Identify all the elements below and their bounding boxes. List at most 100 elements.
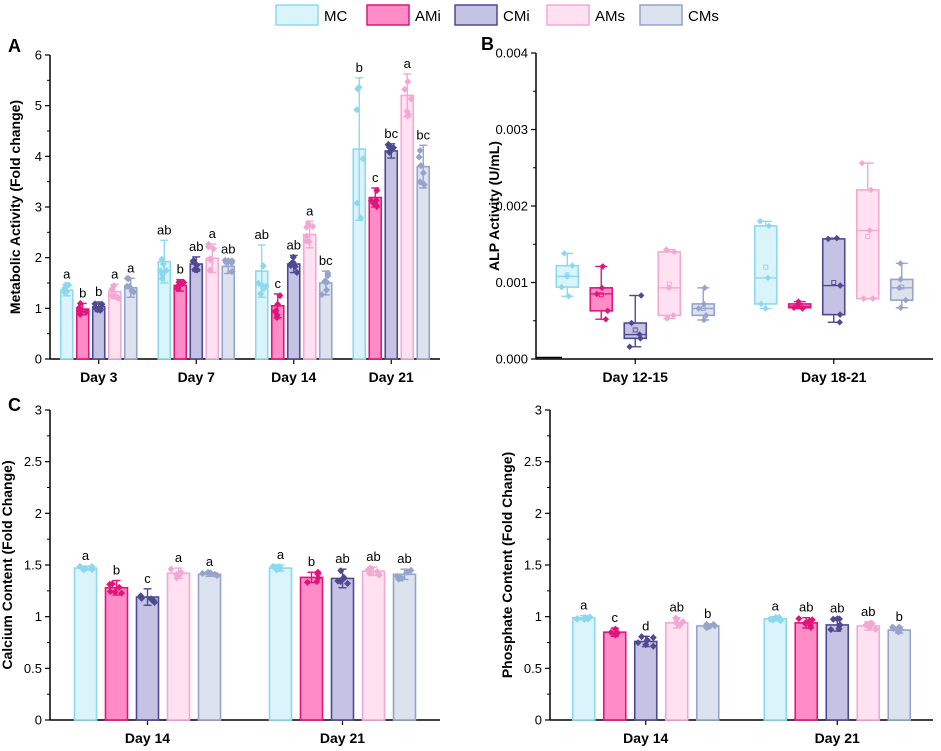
bar-mc	[763, 617, 788, 721]
significance-label: b	[95, 284, 102, 299]
data-point	[65, 281, 73, 289]
data-point	[293, 268, 301, 276]
bar-cmi	[825, 624, 850, 721]
data-point	[573, 615, 581, 623]
significance-label: a	[306, 203, 314, 218]
data-point	[228, 257, 236, 265]
significance-label: bc	[384, 126, 398, 141]
data-point	[106, 587, 114, 596]
data-point	[274, 300, 282, 308]
data-point	[336, 577, 345, 585]
box-cmi	[821, 238, 846, 316]
significance-label: ab	[335, 551, 349, 566]
data-point	[593, 290, 601, 298]
legend: MC AMi CMi AMs CMs	[275, 4, 719, 26]
data-point	[389, 144, 398, 152]
data-point	[221, 256, 229, 264]
y-tick-label: 0.004	[495, 46, 528, 61]
significance-label: b	[308, 554, 315, 569]
data-point	[88, 566, 96, 574]
significance-label: b	[79, 285, 86, 300]
panel-letter-a: A	[8, 36, 21, 56]
panel-d: 0 0.5 1 1.5 2 2.5 3 Phosphate Content (Fold Cha…	[499, 403, 933, 746]
legend-label-ami: AMi	[415, 8, 441, 25]
data-point	[795, 615, 803, 623]
data-point	[206, 255, 214, 263]
data-point	[384, 140, 393, 148]
data-point	[702, 312, 710, 319]
x-tick-label: Day 7	[178, 369, 216, 385]
data-point	[756, 218, 764, 225]
data-point	[189, 257, 198, 265]
data-point	[649, 634, 657, 642]
data-point	[303, 232, 311, 240]
y-tick-label: 3	[535, 403, 542, 418]
data-point	[695, 305, 702, 312]
y-tick-label: 3	[35, 403, 42, 418]
data-point	[271, 563, 279, 571]
data-point	[895, 628, 903, 636]
data-point	[322, 286, 331, 294]
data-point	[569, 262, 576, 269]
data-point	[836, 311, 844, 318]
data-point	[96, 306, 104, 314]
data-point	[665, 284, 673, 292]
data-point	[417, 161, 425, 170]
data-point	[649, 642, 657, 650]
significance-label: ab	[366, 549, 380, 564]
data-point	[115, 583, 123, 591]
data-point	[323, 278, 331, 286]
data-point	[82, 308, 90, 316]
bar-ams	[302, 233, 317, 360]
data-point	[204, 568, 212, 576]
data-point	[564, 273, 571, 280]
data-point	[76, 310, 84, 318]
box-cms	[889, 278, 914, 301]
data-point	[287, 262, 295, 270]
data-point	[211, 570, 219, 578]
bar-mc	[268, 567, 293, 721]
box-ams	[657, 251, 682, 317]
data-point	[858, 159, 866, 167]
bar-cmi	[189, 263, 204, 360]
data-point	[158, 255, 166, 263]
data-point	[860, 295, 867, 302]
significance-label: ab	[830, 601, 844, 616]
significance-label: d	[642, 618, 649, 633]
significance-label: ab	[287, 237, 301, 252]
panel-c: 0 0.5 1 1.5 2 2.5 3 Calcium Content (Fold Chang…	[0, 395, 440, 746]
data-point	[836, 282, 844, 289]
x-tick-label: Day 21	[369, 369, 414, 385]
significance-label: a	[82, 548, 90, 563]
data-point	[276, 292, 284, 300]
bar-cms	[197, 573, 222, 721]
y-axis-title: Phosphate Content (Fold Change)	[499, 452, 515, 678]
data-point	[558, 283, 565, 291]
significance-label: b	[356, 60, 363, 75]
data-point	[835, 625, 843, 633]
legend-label-ams: AMs	[595, 8, 625, 25]
significance-label: c	[372, 170, 379, 185]
significance-label: b	[896, 609, 903, 624]
data-point	[162, 267, 170, 275]
data-point	[757, 300, 765, 308]
legend-swatch-ami	[366, 4, 410, 26]
y-tick-label: 1	[535, 609, 542, 624]
data-point	[604, 307, 611, 315]
bar-cms	[392, 573, 417, 721]
legend-swatch-cmi	[454, 4, 498, 26]
bar-ami	[299, 576, 324, 721]
data-point	[636, 331, 643, 338]
data-point	[764, 274, 772, 282]
significance-label: ab	[861, 604, 875, 619]
data-point	[663, 246, 670, 253]
panel-b: 0.000 0.001 0.002 0.003 0.004 ALP Activity (U…	[481, 34, 933, 385]
significance-label: b	[113, 563, 120, 578]
bar-ami	[794, 622, 819, 721]
box-cmi	[623, 322, 648, 340]
legend-label-cms: CMs	[688, 8, 719, 25]
bar-cms	[221, 265, 236, 360]
data-point	[353, 199, 361, 207]
legend-swatch-mc	[275, 4, 319, 26]
y-axis-title: Metabolic Activity (Fold change)	[7, 100, 23, 314]
